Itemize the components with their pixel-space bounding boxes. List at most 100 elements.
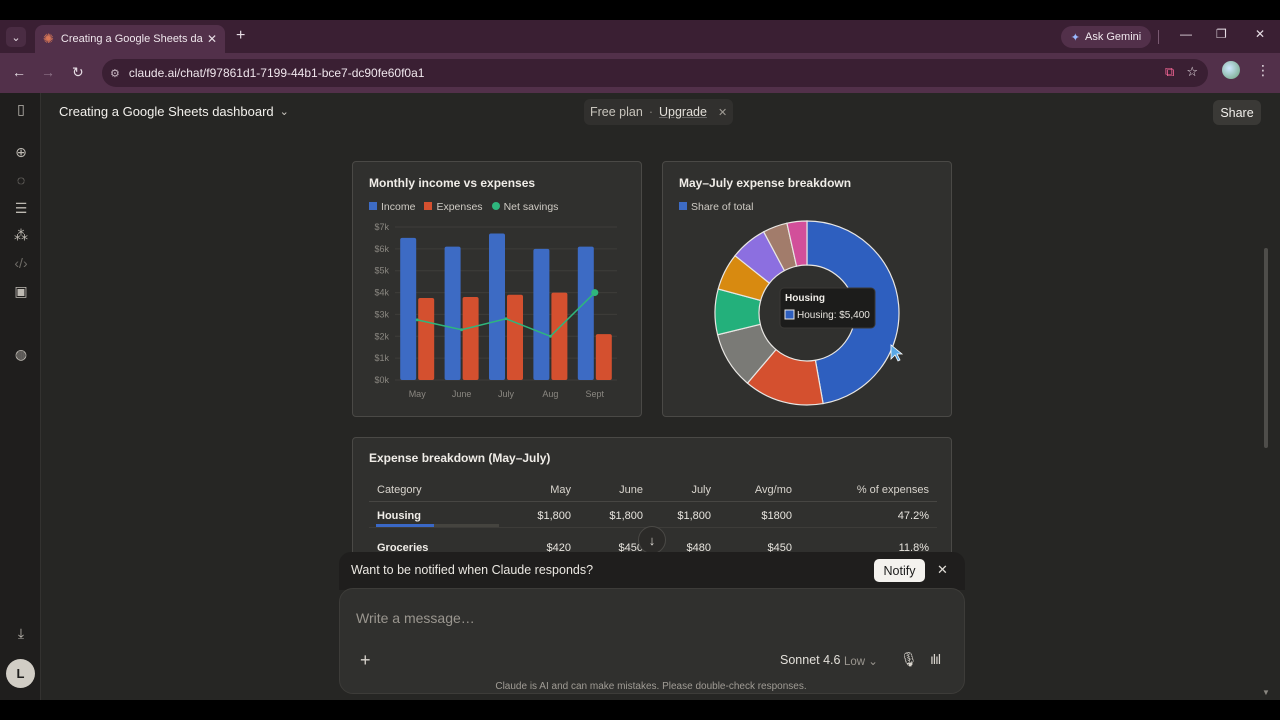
col-avg: Avg/mo	[754, 484, 792, 496]
code-icon[interactable]: ‹/›	[14, 255, 28, 271]
col-pct: % of expenses	[856, 484, 929, 496]
active-tab[interactable]: ✺ Creating a Google Sheets dashb ✕	[35, 25, 225, 53]
address-bar[interactable]: ⚙ claude.ai/chat/f97861d1-7199-44b1-bce7…	[102, 59, 1208, 87]
forward-icon[interactable]: →	[41, 64, 55, 80]
cell-pct: 47.2%	[897, 510, 929, 522]
chat-title-button[interactable]: Creating a Google Sheets dashboard ⌄	[59, 104, 289, 119]
expense-bar	[462, 296, 479, 380]
upgrade-link[interactable]: Upgrade	[658, 105, 707, 119]
restore-icon[interactable]: ❐	[1216, 27, 1227, 41]
mouse-cursor-icon	[890, 344, 904, 362]
tooltip-swatch	[784, 309, 795, 320]
tooltip-box	[779, 287, 876, 329]
income-bar	[533, 248, 550, 380]
url-text: claude.ai/chat/f97861d1-7199-44b1-bce7-d…	[128, 66, 425, 80]
col-may: May	[550, 484, 571, 496]
minimize-icon[interactable]: —	[1180, 27, 1192, 41]
dismiss-plan-icon[interactable]: ✕	[717, 106, 728, 119]
income-bar	[489, 233, 505, 380]
user-avatar[interactable]: L	[6, 659, 35, 688]
ask-gemini-button[interactable]: ✦ Ask Gemini	[1061, 26, 1151, 48]
y-tick-label: $1k	[374, 353, 389, 363]
tab-search-dropdown-icon[interactable]: ⌄	[6, 27, 26, 47]
cell-may: $420	[546, 542, 571, 554]
notify-button[interactable]: Notify	[874, 559, 925, 582]
disclaimer: Claude is AI and can make mistakes. Plea…	[495, 681, 807, 692]
donut-chart-legend: Share of total	[679, 201, 753, 213]
artifacts-icon[interactable]: ⁂	[14, 227, 28, 243]
voice-mode-icon[interactable]: ılıl	[930, 651, 941, 667]
donut-chart-card: May–July expense breakdown Share of tota…	[662, 161, 952, 417]
row-category: Groceries	[377, 542, 429, 554]
bar-chart-svg: $0k $1k $2k $3k $4k $5k $6k $7k May June July Aug Se…	[374, 222, 617, 399]
model-selector[interactable]: Sonnet 4.6	[780, 653, 841, 667]
y-tick-label: $5k	[374, 266, 389, 276]
bar-chart-card: Monthly income vs expenses Income Expens…	[352, 161, 642, 417]
cell-june: $450	[618, 542, 643, 554]
expense-bar	[551, 292, 568, 380]
table-row: Housing $1,800 $1,800 $1,800 $1800 47.2%	[369, 504, 937, 528]
effort-selector[interactable]: Low ⌄	[844, 656, 878, 668]
net-savings-point	[548, 334, 552, 338]
expense-bar	[595, 334, 612, 380]
briefcase-icon[interactable]: ▣	[14, 283, 28, 299]
kebab-menu-icon[interactable]: ⋮	[1256, 62, 1270, 78]
message-input[interactable]: Write a message…	[356, 610, 475, 626]
y-tick-label: $0k	[374, 375, 389, 385]
x-tick-label: July	[498, 389, 515, 399]
expense-bar	[418, 298, 435, 380]
page-scrollbar[interactable]	[1264, 248, 1268, 448]
close-window-icon[interactable]: ✕	[1255, 27, 1266, 41]
table-title: Expense breakdown (May–July)	[369, 451, 551, 465]
message-composer[interactable]: Write a message… + Sonnet 4.6 Low ⌄ 🎙︎ ı…	[339, 588, 965, 694]
microphone-icon[interactable]: 🎙︎	[900, 651, 918, 667]
palette-icon[interactable]: ◍	[14, 346, 28, 362]
notify-text: Want to be notified when Claude responds…	[351, 563, 594, 577]
expense-bar	[507, 294, 523, 380]
new-chat-icon[interactable]: ⊕	[15, 144, 27, 160]
donut-chart-title: May–July expense breakdown	[679, 176, 852, 190]
legend-income: Income	[369, 201, 415, 213]
close-tab-icon[interactable]: ✕	[206, 32, 217, 46]
row-share-bar	[376, 524, 499, 527]
profile-avatar[interactable]	[1222, 61, 1240, 79]
plan-banner: Free plan · Upgrade ✕	[584, 99, 734, 125]
income-bar	[444, 246, 461, 380]
row-category: Housing	[377, 510, 421, 522]
close-notify-icon[interactable]: ✕	[937, 562, 948, 577]
chats-icon[interactable]: ◌	[16, 172, 26, 188]
row-share-fill	[376, 524, 435, 527]
x-tick-label: May	[409, 389, 427, 399]
scroll-to-bottom-button[interactable]: ↓	[638, 526, 666, 554]
notify-bar: Want to be notified when Claude responds…	[339, 552, 965, 590]
net-savings-point	[591, 289, 599, 297]
cell-avg: $450	[767, 542, 792, 554]
cell-may: $1,800	[537, 510, 571, 522]
projects-icon[interactable]: ☰	[14, 200, 28, 216]
x-tick-label: June	[452, 389, 472, 399]
legend-share-of-total: Share of total	[679, 201, 753, 213]
add-attachment-icon[interactable]: +	[360, 650, 371, 670]
cell-july: $480	[686, 542, 711, 554]
new-tab-icon[interactable]: +	[236, 27, 246, 44]
cell-pct: 11.8%	[898, 542, 929, 554]
download-icon[interactable]: ⤓	[17, 625, 25, 641]
net-savings-point	[460, 328, 464, 332]
cast-icon[interactable]: ⧉	[1165, 64, 1175, 79]
panel-icon[interactable]: ▯	[17, 101, 25, 117]
bookmark-star-icon[interactable]: ☆	[1186, 64, 1198, 79]
reload-icon[interactable]: ↻	[72, 64, 84, 80]
tab-strip: ⌄ ✺ Creating a Google Sheets dashb ✕ + ✦…	[0, 20, 1280, 53]
cell-july: $1,800	[677, 510, 711, 522]
site-info-icon[interactable]: ⚙	[110, 67, 120, 80]
bar-chart-legend: Income Expenses Net savings	[369, 201, 558, 213]
income-bar	[577, 246, 594, 380]
y-tick-label: $6k	[374, 244, 389, 254]
scroll-down-arrow-icon[interactable]: ▼	[1262, 688, 1270, 697]
x-tick-label: Aug	[542, 389, 558, 399]
share-button[interactable]: Share	[1213, 100, 1261, 125]
tooltip-value: Housing: $5,400	[797, 310, 870, 321]
back-icon[interactable]: ←	[12, 64, 26, 80]
donut-chart-svg: Housing Housing: $5,400	[714, 220, 904, 406]
y-tick-label: $2k	[374, 331, 389, 341]
